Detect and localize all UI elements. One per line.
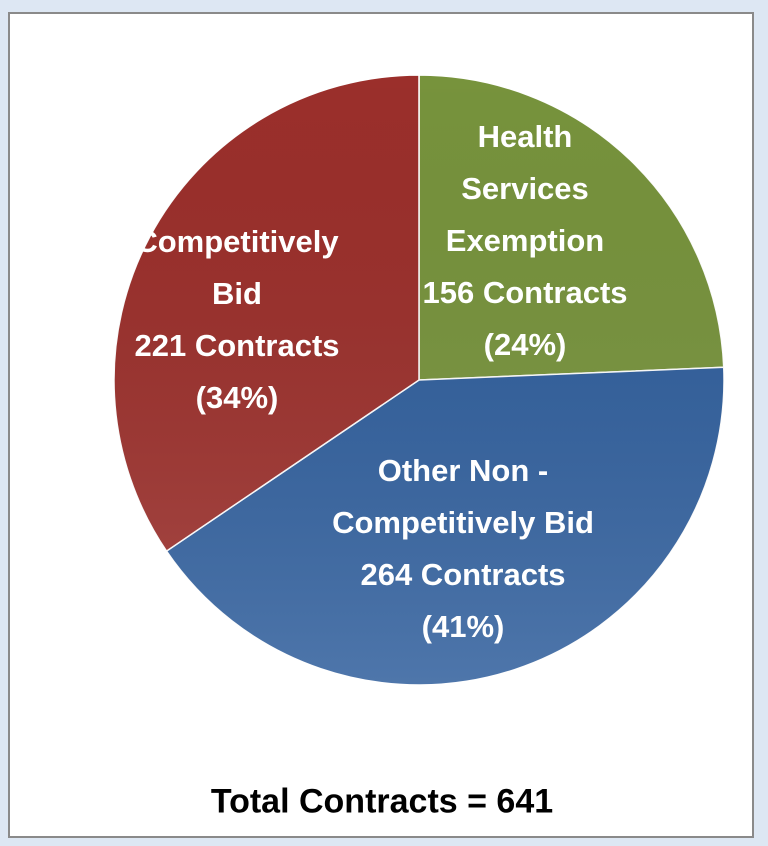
percent-label: (24%) [483,327,567,362]
slice-label: Health Services Exemption 156 Contracts (2… [422,111,627,371]
percent-label: (34%) [195,380,279,415]
category-label: Other Non - Competitively Bid [332,453,594,540]
category-label: Health Services Exemption [445,119,605,258]
value-label: 221 Contracts [134,328,340,363]
value-label: 156 Contracts [422,275,628,310]
value-label: 264 Contracts [360,557,566,592]
slice-label: Other Non - Competitively Bid 264 Contrac… [332,445,594,653]
category-label: Competitively Bid [135,224,339,311]
percent-label: (41%) [421,609,505,644]
total-annotation: Total Contracts = 641 [210,782,554,821]
slice-label: Competitively Bid 221 Contracts (34%) [134,216,339,424]
